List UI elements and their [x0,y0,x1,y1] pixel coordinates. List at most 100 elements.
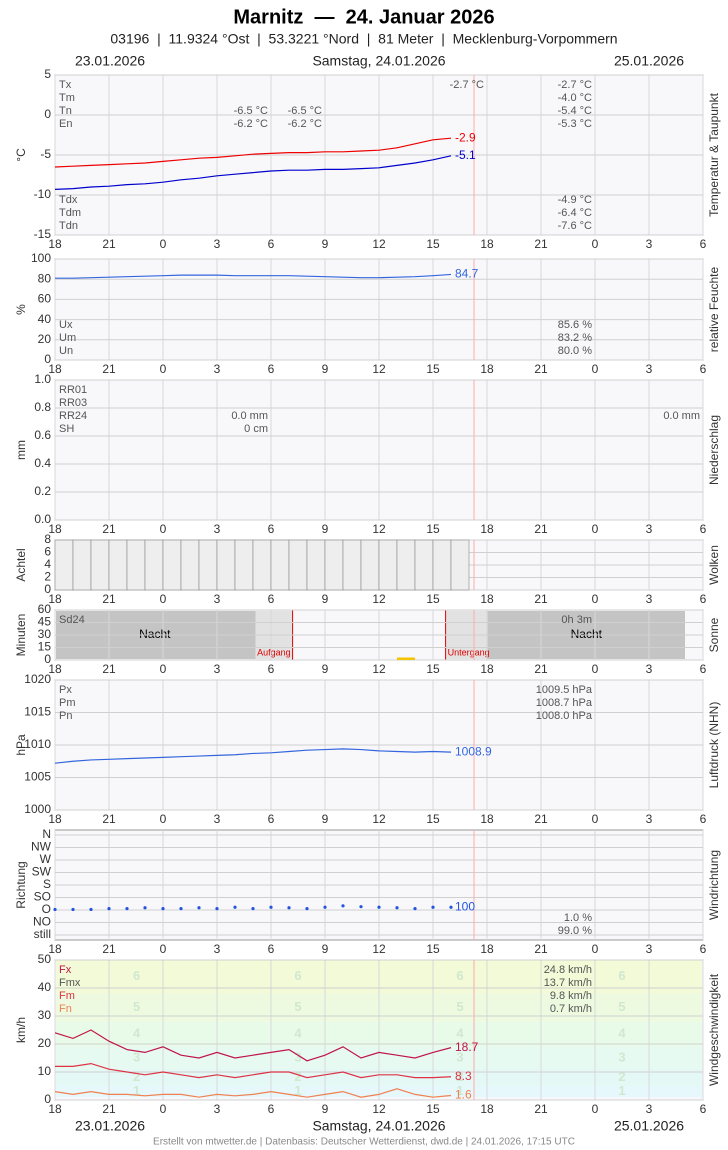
y-tick-label: -5 [40,147,51,161]
x-tick-label: 3 [214,812,221,826]
y-tick-label: 0 [44,1092,51,1106]
point [233,905,237,909]
x-tick-label: 0 [592,237,599,251]
x-tick-label: 3 [646,1102,653,1116]
x-tick-label: 21 [102,592,116,606]
end-label: -5.1 [455,148,476,162]
point [197,906,201,910]
stat-label: Tdn [59,220,78,232]
side-label: Wolken [707,545,721,585]
end-label: 84.7 [455,267,479,281]
x-tick-label: 12 [372,662,386,676]
stat-label: Px [59,684,72,696]
point [143,906,147,910]
y-tick-label: 1.0 [34,372,51,386]
bar [378,539,398,591]
beaufort-label: 5 [618,999,625,1014]
x-tick-label: 12 [372,942,386,956]
y-tick-label: 20 [38,332,52,346]
x-tick-label: 9 [322,592,329,606]
stat-label: Tx [59,79,72,91]
y-axis-label: mm [14,440,28,460]
bar [450,539,470,591]
x-tick-label: 21 [534,237,548,251]
x-tick-label: 21 [534,942,548,956]
end-label: 8.3 [455,1069,472,1083]
point [53,907,57,912]
bar [360,539,380,591]
point [161,907,165,911]
beaufort-label: 3 [456,1049,463,1064]
x-tick-label: 3 [214,662,221,676]
y-tick-label: 40 [38,312,52,326]
x-tick-label: 3 [214,942,221,956]
y-tick-label: 0.2 [34,484,51,498]
beaufort-label: 5 [133,999,140,1014]
x-tick-label: 0 [160,812,167,826]
y-tick-label: 0 [44,107,51,121]
x-tick-label: 0 [160,592,167,606]
x-tick-label: 18 [480,812,494,826]
line [55,273,452,279]
side-label: Sonne [707,617,721,652]
point [305,907,309,911]
x-tick-label: 0 [592,362,599,376]
y-tick-label: SW [32,865,52,879]
x-tick-label: 21 [102,1102,116,1116]
bar [54,539,74,591]
beaufort-label: 5 [294,999,301,1014]
line [55,1062,452,1079]
date-center: Samstag, 24.01.2026 [312,53,445,69]
stat-value: -5.4 °C [558,105,592,117]
stat-value: 0.0 mm [663,410,700,422]
x-tick-label: 15 [426,522,440,536]
x-tick-label: 6 [268,592,275,606]
y-tick-label: 60 [38,602,52,616]
x-tick-label: 6 [700,1102,707,1116]
x-tick-label: 6 [700,942,707,956]
y-axis-label: km/h [14,1017,28,1043]
side-label: Windgeschwindigkeit [707,973,721,1086]
x-tick-label: 3 [646,942,653,956]
stat-value: 0h 3m [561,614,592,626]
x-tick-label: 9 [322,942,329,956]
x-tick-label: 3 [214,522,221,536]
x-tick-label: 15 [426,662,440,676]
y-tick-label: 50 [38,952,52,966]
x-tick-label: 18 [480,362,494,376]
x-tick-label: 21 [102,662,116,676]
end-label: -2.9 [455,130,476,144]
x-tick-label: 15 [426,237,440,251]
beaufort-label: 2 [294,1069,301,1084]
x-tick-label: 3 [214,1102,221,1116]
y-tick-label: NO [33,915,51,929]
stat-label: Fmx [59,977,81,989]
x-tick-label: 15 [426,362,440,376]
x-tick-label: 18 [48,362,62,376]
y-tick-label: 4 [44,557,51,571]
stat-label: Pn [59,710,72,722]
date-center: Samstag, 24.01.2026 [312,1118,445,1134]
stat-value: 24.8 km/h [544,964,592,976]
event-label: Untergang [448,647,490,657]
beaufort-label: 3 [294,1049,301,1064]
x-tick-label: 0 [160,1102,167,1116]
x-tick-label: 21 [102,812,116,826]
stat-value: 80.0 % [558,345,592,357]
line [54,137,452,168]
y-tick-label: 40 [38,980,52,994]
stat-label: Fx [59,964,72,976]
y-tick-label: NW [31,840,52,854]
x-tick-label: 6 [700,522,707,536]
date-left: 23.01.2026 [75,1118,145,1134]
stat-value: 0.7 km/h [550,1003,592,1015]
stat-value: 83.2 % [558,332,592,344]
stat-value: 99.0 % [558,925,592,937]
beaufort-label: 6 [456,968,463,983]
date-left: 23.01.2026 [75,53,145,69]
beaufort-label: 4 [133,1026,141,1041]
x-tick-label: 6 [268,1102,275,1116]
stat-label: Pm [59,697,76,709]
x-tick-label: 3 [646,362,653,376]
